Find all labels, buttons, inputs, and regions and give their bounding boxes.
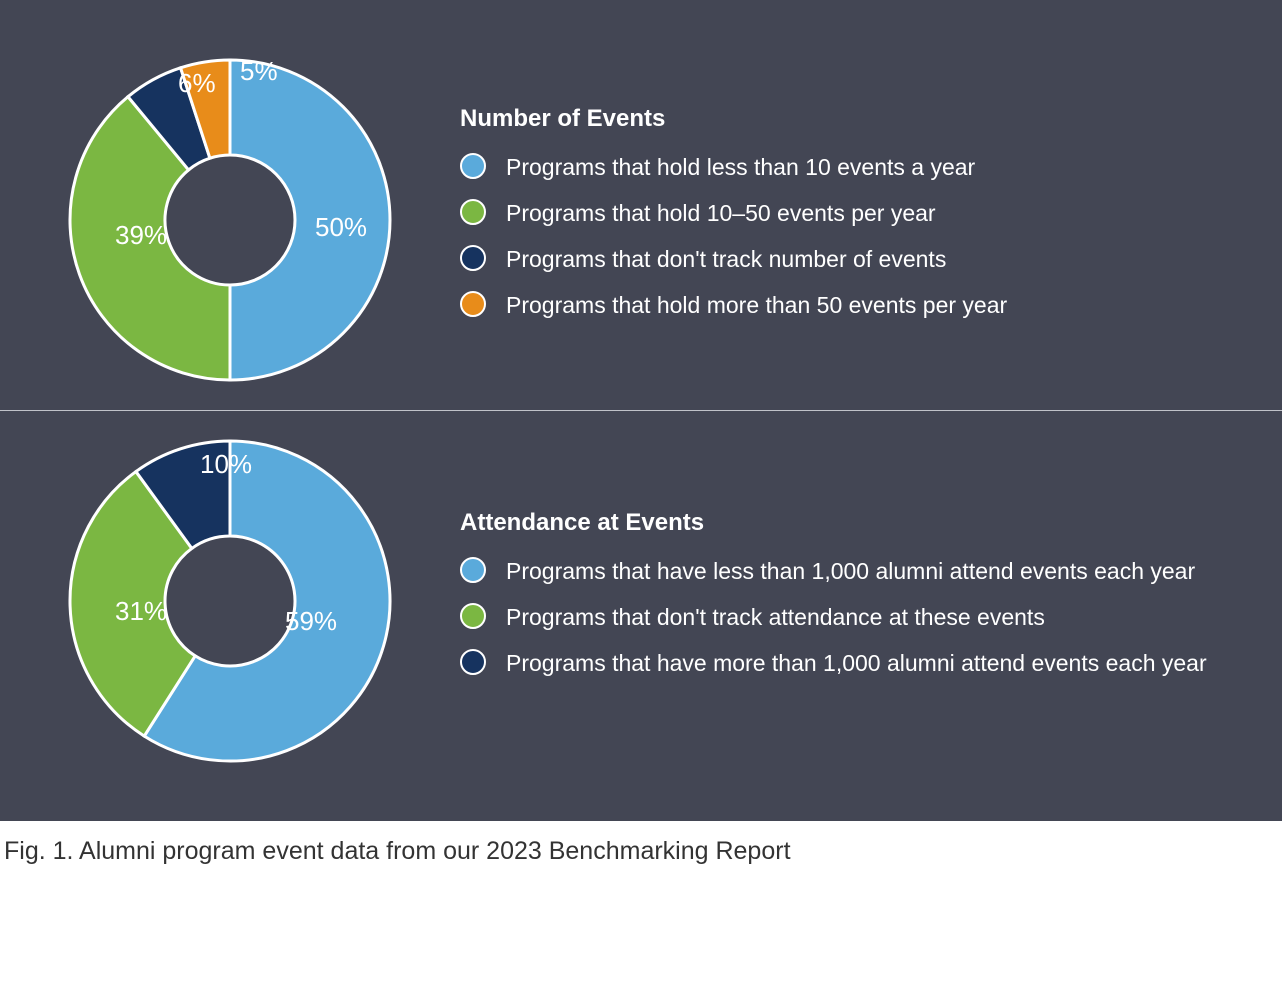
slice-label: 39% [115, 220, 167, 251]
chart-area: 50% 39% 6% 5% Number of Events Programs that … [0, 0, 1282, 821]
legend-title: Attendance at Events [460, 509, 1242, 537]
slice-label: 5% [240, 56, 278, 87]
donut-events-count: 50% 39% 6% 5% [60, 50, 400, 390]
slice-label: 10% [200, 449, 252, 480]
legend-swatch-icon [460, 649, 486, 675]
legend-events-count: Number of Events Programs that hold less … [460, 105, 1242, 336]
figure-caption: Fig. 1. Alumni program event data from o… [0, 821, 1282, 882]
legend-attendance: Attendance at Events Programs that have l… [460, 509, 1242, 694]
slice-label: 59% [285, 606, 337, 637]
legend-item: Programs that don't track attendance at … [460, 601, 1242, 633]
legend-swatch-icon [460, 199, 486, 225]
figure-wrap: 50% 39% 6% 5% Number of Events Programs that … [0, 0, 1282, 882]
legend-swatch-icon [460, 603, 486, 629]
slice-label: 50% [315, 212, 367, 243]
legend-item: Programs that hold 10–50 events per year [460, 197, 1242, 229]
slice-label: 6% [178, 68, 216, 99]
legend-item: Programs that have less than 1,000 alumn… [460, 555, 1242, 587]
legend-item: Programs that hold less than 10 events a… [460, 151, 1242, 183]
chart-panel-events-count: 50% 39% 6% 5% Number of Events Programs that … [60, 30, 1242, 410]
chart-panel-attendance: 59% 31% 10% Attendance at Events Programs th… [60, 411, 1242, 791]
donut-attendance: 59% 31% 10% [60, 431, 400, 771]
legend-text: Programs that hold less than 10 events a… [506, 151, 975, 183]
legend-text: Programs that don't track number of even… [506, 243, 946, 275]
legend-item: Programs that hold more than 50 events p… [460, 289, 1242, 321]
legend-swatch-icon [460, 557, 486, 583]
legend-text: Programs that hold 10–50 events per year [506, 197, 936, 229]
legend-text: Programs that have more than 1,000 alumn… [506, 647, 1207, 679]
legend-text: Programs that don't track attendance at … [506, 601, 1045, 633]
legend-swatch-icon [460, 291, 486, 317]
legend-swatch-icon [460, 153, 486, 179]
legend-title: Number of Events [460, 105, 1242, 133]
legend-item: Programs that have more than 1,000 alumn… [460, 647, 1242, 679]
caption-text: Fig. 1. Alumni program event data from o… [4, 837, 791, 865]
legend-item: Programs that don't track number of even… [460, 243, 1242, 275]
legend-swatch-icon [460, 245, 486, 271]
slice-label: 31% [115, 596, 167, 627]
legend-text: Programs that hold more than 50 events p… [506, 289, 1007, 321]
legend-text: Programs that have less than 1,000 alumn… [506, 555, 1195, 587]
